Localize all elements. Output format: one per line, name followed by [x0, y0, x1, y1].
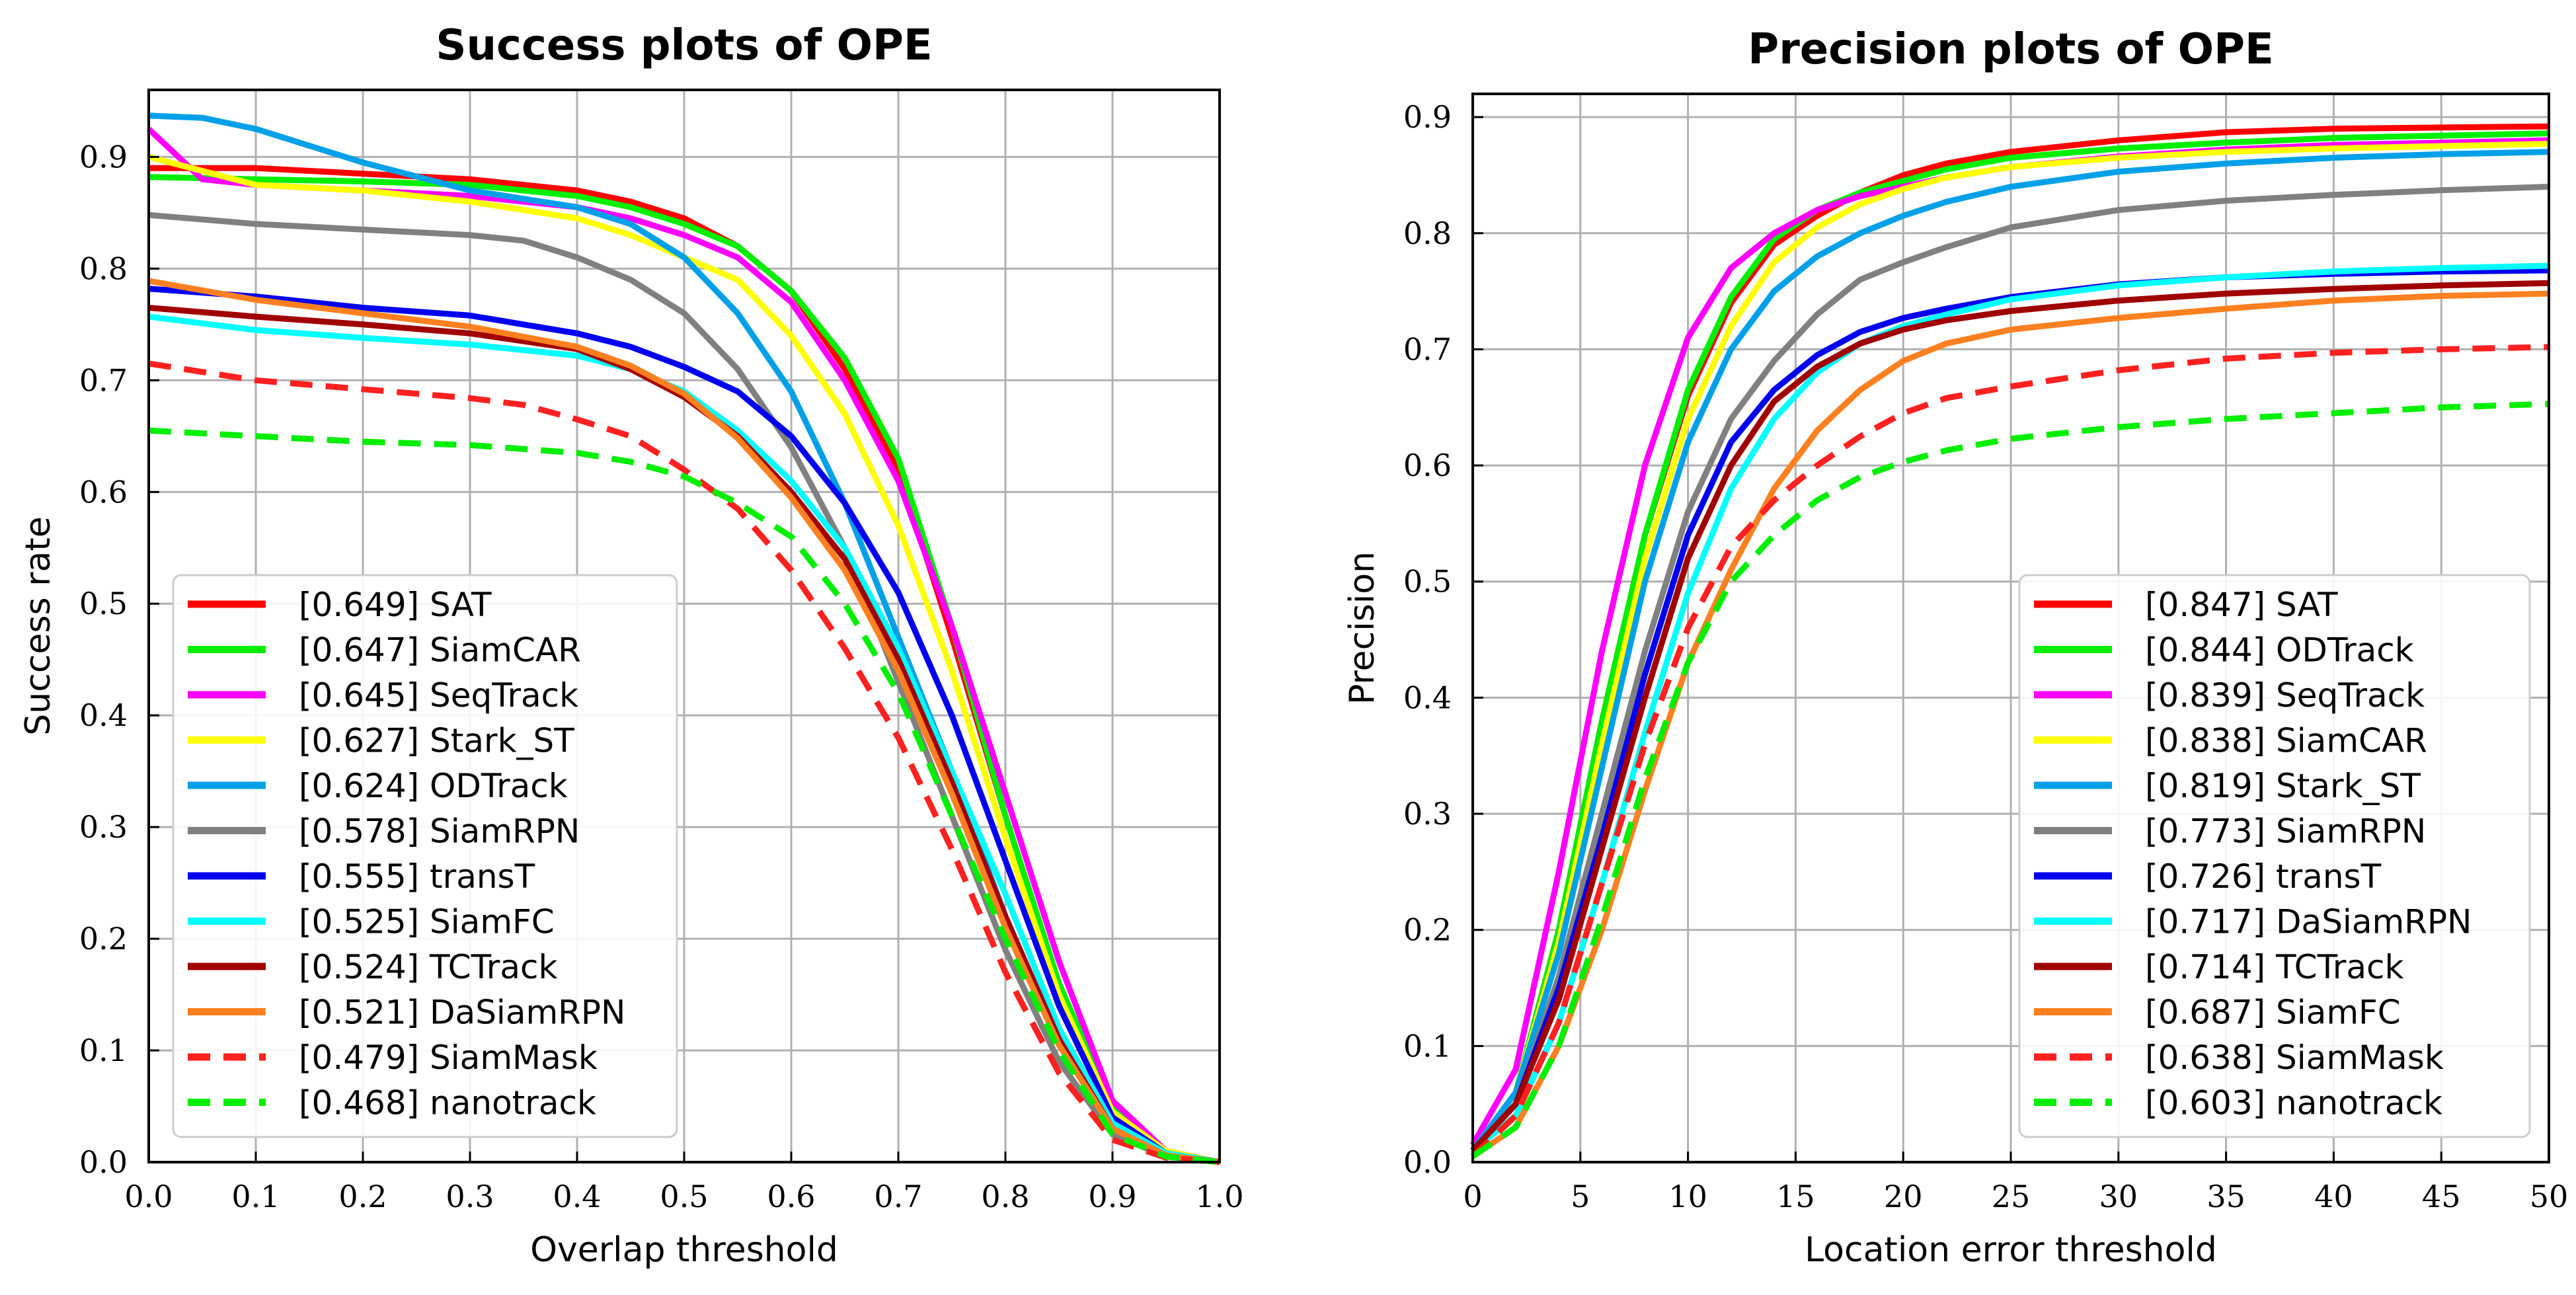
legend-entry-0: [0.649] SAT: [299, 586, 492, 624]
legend-entry-9: [0.521] DaSiamRPN: [299, 994, 625, 1032]
y-tick-label: 0.2: [1403, 912, 1452, 948]
x-tick-label: 0.2: [338, 1179, 387, 1214]
legend-box: [172, 574, 678, 1138]
series-line-11: [1471, 401, 2550, 1159]
x-tick-label: 0.9: [1088, 1179, 1136, 1214]
x-tick-label: 0.6: [767, 1179, 815, 1214]
legend-entry-2: [0.839] SeqTrack: [2145, 676, 2425, 715]
series-line-11: [148, 427, 1220, 1165]
x-tick-label: 50: [2530, 1179, 2569, 1214]
legend-entry-5: [0.773] SiamRPN: [2145, 812, 2426, 851]
x-tick-label: 30: [2099, 1179, 2138, 1214]
y-tick-label: 0.0: [1403, 1144, 1452, 1180]
y-tick-label: 0.4: [79, 697, 128, 733]
x-tick-label: 0.1: [231, 1179, 280, 1214]
y-tick-label: 0.7: [79, 362, 128, 398]
y-tick-label: 0.6: [1403, 448, 1452, 483]
legend-entry-10: [0.638] SiamMask: [2145, 1039, 2444, 1077]
legend-entry-11: [0.603] nanotrack: [2145, 1084, 2442, 1122]
precision-plot-panel: 0 5 10 15 20 25 30 35 40 45 50 0.0 0.1 0.2 0.3 0.4 0.5 0.…: [1343, 25, 2568, 1270]
legend-entry-3: [0.627] Stark_ST: [299, 722, 574, 760]
y-tick-label: 0.5: [1403, 564, 1452, 600]
x-tick-label: 0.8: [981, 1179, 1029, 1214]
chart-title: Success plots of OPE: [436, 21, 932, 70]
success-plot-panel: 0.0 0.1 0.2 0.3 0.4 0.5 0.6 0.7 0.8 0.9 1.0 0.0 0.1 0…: [19, 21, 1244, 1270]
chart-title: Precision plots of OPE: [1748, 25, 2273, 74]
legend-entry-8: [0.524] TCTrack: [299, 948, 557, 986]
y-tick-label: 0.7: [1403, 331, 1452, 367]
x-tick-label: 0.5: [660, 1179, 708, 1214]
legend-entry-4: [0.624] ODTrack: [299, 767, 568, 805]
x-axis-label: Overlap threshold: [530, 1230, 838, 1270]
x-tick-label: 15: [1776, 1179, 1815, 1214]
legend-entry-6: [0.555] transT: [299, 857, 535, 896]
series-line-3: [147, 154, 1220, 1165]
y-tick-label: 0.9: [1403, 99, 1452, 135]
legend-entry-11: [0.468] nanotrack: [299, 1084, 596, 1122]
legend-entry-4: [0.819] Stark_ST: [2145, 767, 2421, 805]
x-tick-label: 5: [1571, 1179, 1590, 1214]
x-axis-label: Location error threshold: [1805, 1230, 2217, 1270]
series-line-9: [148, 278, 1220, 1165]
y-tick-label: 0.9: [79, 139, 128, 175]
y-tick-label: 0.4: [1403, 680, 1452, 715]
x-tick-label: 40: [2314, 1179, 2353, 1214]
x-tick-label: 1.0: [1195, 1179, 1243, 1214]
x-tick-label: 20: [1884, 1179, 1923, 1214]
legend: [0.847] SAT [0.844] ODTrack [0.839] SeqTra…: [2018, 574, 2531, 1138]
legend-entry-2: [0.645] SeqTrack: [299, 676, 578, 715]
y-tick-label: 0.8: [79, 251, 128, 286]
legend-entry-3: [0.838] SiamCAR: [2145, 722, 2427, 760]
x-tick-label: 0.3: [446, 1179, 494, 1214]
y-tick-label: 0.3: [1403, 796, 1452, 832]
x-tick-label: 0.0: [124, 1179, 173, 1214]
y-axis-label: Success rate: [19, 516, 58, 735]
series-line-10: [1470, 344, 2550, 1159]
x-tick-label: 0: [1463, 1179, 1482, 1214]
legend-entry-1: [0.647] SiamCAR: [299, 631, 581, 670]
x-tick-label: 0.4: [553, 1179, 601, 1214]
x-tick-label: 10: [1668, 1179, 1707, 1214]
y-tick-label: 0.3: [79, 809, 128, 845]
y-tick-label: 0.1: [79, 1033, 128, 1068]
y-tick-label: 0.8: [1403, 216, 1452, 251]
legend-entry-5: [0.578] SiamRPN: [299, 812, 580, 851]
x-tick-label: 45: [2422, 1179, 2461, 1214]
legend-entry-8: [0.714] TCTrack: [2145, 948, 2403, 986]
y-axis-label: Precision: [1343, 551, 1382, 705]
x-tick-label: 35: [2206, 1179, 2245, 1214]
y-tick-label: 0.2: [79, 921, 128, 957]
legend-entry-0: [0.847] SAT: [2145, 586, 2338, 624]
legend-entry-10: [0.479] SiamMask: [299, 1039, 598, 1077]
x-tick-label: 25: [1992, 1179, 2031, 1214]
series-line-5: [148, 212, 1220, 1165]
series-line-3: [1470, 141, 2550, 1153]
y-tick-label: 0.0: [79, 1144, 128, 1180]
legend: [0.649] SAT [0.647] SiamCAR [0.645] SeqTra…: [172, 574, 678, 1138]
y-tick-label: 0.5: [79, 586, 128, 621]
legend-box: [2018, 574, 2531, 1138]
series-line-5: [1470, 184, 2550, 1153]
legend-entry-1: [0.844] ODTrack: [2145, 631, 2414, 670]
y-tick-label: 0.1: [1403, 1028, 1452, 1064]
series-line-6: [148, 286, 1220, 1165]
legend-entry-7: [0.525] SiamFC: [299, 903, 555, 941]
x-tick-label: 0.7: [874, 1179, 922, 1214]
series-line-7: [148, 313, 1220, 1165]
series-line-4: [1470, 149, 2550, 1153]
series-line-10: [148, 360, 1220, 1165]
series-line-8: [1470, 280, 2550, 1153]
y-tick-label: 0.6: [79, 474, 128, 510]
legend-entry-9: [0.687] SiamFC: [2145, 994, 2401, 1032]
legend-entry-7: [0.717] DaSiamRPN: [2145, 903, 2472, 941]
series-line-9: [1471, 290, 2550, 1159]
legend-entry-6: [0.726] transT: [2145, 857, 2382, 896]
